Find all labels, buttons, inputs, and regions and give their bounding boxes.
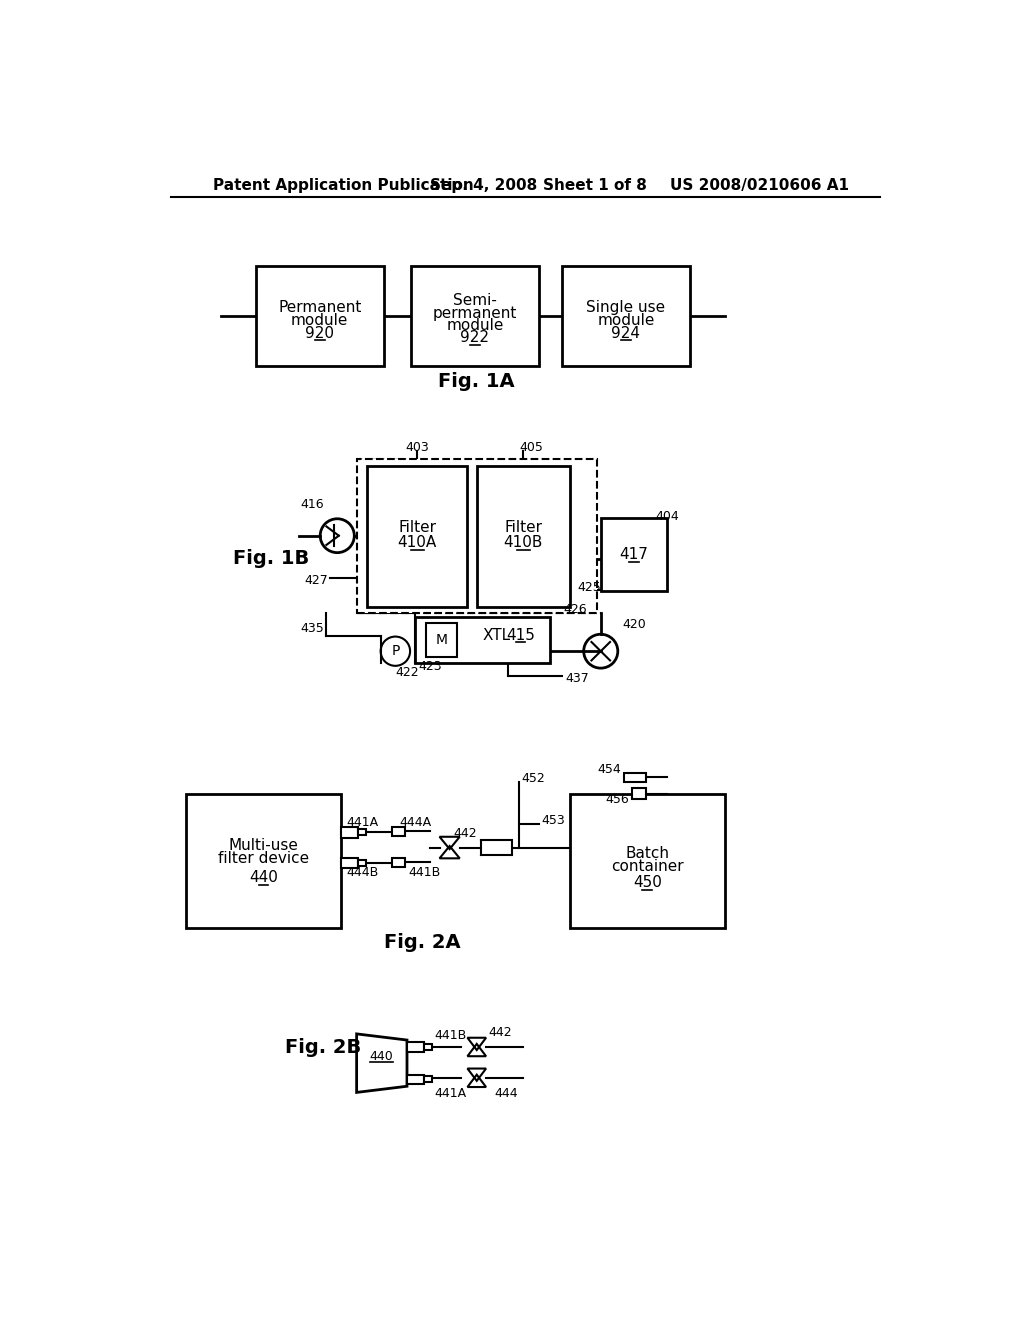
Text: module: module	[446, 318, 504, 333]
Text: Filter: Filter	[504, 520, 543, 535]
Bar	[632, 788, 646, 799]
Text: 435: 435	[300, 622, 324, 635]
Text: 452: 452	[521, 772, 546, 785]
Text: Permanent: Permanent	[279, 300, 361, 314]
Bar	[407, 1043, 424, 1052]
Text: 403: 403	[406, 441, 429, 454]
Text: Batch: Batch	[626, 846, 670, 861]
Text: permanent: permanent	[432, 306, 517, 321]
Text: Single use: Single use	[587, 300, 666, 314]
Text: 405: 405	[519, 441, 543, 454]
Bar	[477, 466, 569, 607]
Text: 415: 415	[506, 627, 535, 643]
Bar	[358, 859, 366, 866]
Text: 404: 404	[655, 510, 679, 523]
Text: 920: 920	[305, 326, 334, 341]
Text: Semi-: Semi-	[453, 293, 497, 309]
Text: 416: 416	[300, 499, 324, 511]
Text: Fig. 2B: Fig. 2B	[285, 1039, 361, 1057]
Bar	[411, 267, 539, 367]
Text: Filter: Filter	[398, 520, 436, 535]
Text: 437: 437	[566, 672, 590, 685]
Text: module: module	[597, 313, 654, 327]
Text: 441B: 441B	[434, 1028, 466, 1041]
Text: 444: 444	[495, 1088, 518, 1101]
Text: 423: 423	[419, 660, 442, 673]
Text: 425: 425	[578, 581, 601, 594]
Text: Fig. 2A: Fig. 2A	[384, 933, 461, 952]
Text: container: container	[611, 859, 684, 874]
Text: 420: 420	[623, 618, 646, 631]
Text: 410B: 410B	[504, 535, 543, 550]
Text: 454: 454	[597, 763, 621, 776]
Bar	[256, 267, 384, 367]
Bar	[407, 1074, 424, 1084]
Bar	[624, 774, 646, 781]
Bar	[356, 459, 597, 612]
Text: M: M	[436, 634, 447, 647]
Bar	[391, 826, 406, 836]
Text: 417: 417	[620, 546, 648, 562]
Text: Fig. 1B: Fig. 1B	[233, 549, 309, 569]
Text: 924: 924	[611, 326, 640, 341]
Text: 422: 422	[395, 667, 419, 680]
Bar	[415, 616, 550, 663]
Text: 441A: 441A	[346, 816, 379, 829]
Bar	[424, 1044, 432, 1051]
Text: 442: 442	[454, 828, 477, 841]
Text: 441A: 441A	[434, 1088, 466, 1101]
Text: Sheet 1 of 8: Sheet 1 of 8	[543, 178, 646, 193]
Bar	[480, 840, 512, 855]
Bar	[426, 623, 458, 657]
Bar	[562, 267, 690, 367]
Text: Patent Application Publication: Patent Application Publication	[213, 178, 474, 193]
Text: Sep. 4, 2008: Sep. 4, 2008	[430, 178, 538, 193]
Text: 922: 922	[461, 330, 489, 346]
Text: 441B: 441B	[409, 866, 440, 879]
Text: 410A: 410A	[397, 535, 436, 550]
Text: 456: 456	[605, 793, 629, 807]
Bar	[341, 858, 358, 869]
Text: Fig. 1A: Fig. 1A	[438, 372, 515, 391]
Text: filter device: filter device	[218, 851, 309, 866]
Bar	[569, 793, 725, 928]
Text: 427: 427	[304, 574, 328, 587]
Text: 453: 453	[541, 814, 565, 828]
Text: 444A: 444A	[399, 816, 431, 829]
Bar	[341, 826, 358, 838]
Bar	[424, 1076, 432, 1082]
Text: 442: 442	[488, 1026, 512, 1039]
Bar	[358, 829, 366, 836]
Bar	[186, 793, 341, 928]
Text: 444B: 444B	[346, 866, 379, 879]
Text: 440: 440	[249, 870, 279, 886]
Bar	[391, 858, 406, 867]
Bar	[367, 466, 467, 607]
Text: XTL: XTL	[482, 627, 510, 643]
Text: 450: 450	[633, 875, 662, 890]
Text: P: P	[391, 644, 399, 659]
Text: Multi-use: Multi-use	[228, 838, 299, 853]
Text: module: module	[291, 313, 348, 327]
Text: US 2008/0210606 A1: US 2008/0210606 A1	[671, 178, 850, 193]
Text: 440: 440	[370, 1051, 393, 1064]
Text: 426: 426	[563, 603, 587, 616]
Bar	[601, 517, 667, 591]
